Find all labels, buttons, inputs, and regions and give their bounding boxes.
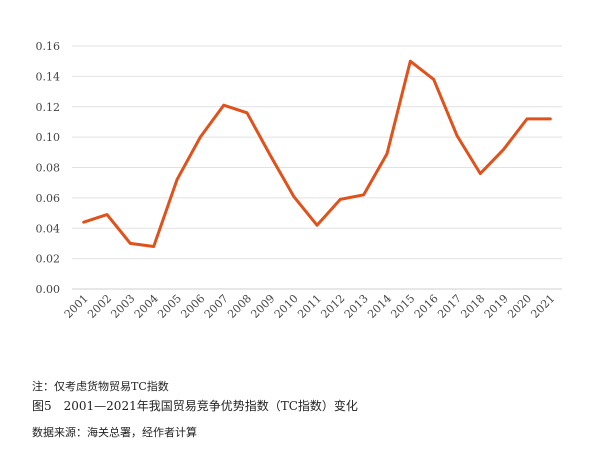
x-tick-label: 2007 xyxy=(202,292,231,321)
x-tick-label: 2005 xyxy=(155,292,184,321)
x-axis-ticks: 2001200220032004200520062007200820092010… xyxy=(62,292,558,321)
y-tick-label: 0.14 xyxy=(36,70,61,83)
x-tick-label: 2004 xyxy=(132,292,161,321)
x-tick-label: 2013 xyxy=(342,292,371,321)
x-tick-label: 2016 xyxy=(412,292,441,321)
x-tick-label: 2002 xyxy=(85,292,114,321)
y-tick-label: 0.12 xyxy=(36,101,61,114)
x-tick-label: 2003 xyxy=(108,292,137,321)
y-tick-label: 0.08 xyxy=(36,162,61,175)
x-tick-label: 2010 xyxy=(272,292,301,321)
series-lines xyxy=(82,59,552,248)
x-tick-label: 2021 xyxy=(528,292,557,321)
x-tick-label: 2018 xyxy=(458,292,487,321)
y-tick-label: 0.06 xyxy=(36,192,61,205)
x-tick-label: 2006 xyxy=(178,292,207,321)
x-tick-label: 2001 xyxy=(62,292,91,321)
y-tick-label: 0.00 xyxy=(36,283,61,296)
x-tick-label: 2014 xyxy=(365,292,394,321)
y-tick-label: 0.02 xyxy=(36,253,61,266)
x-tick-label: 2012 xyxy=(318,292,347,321)
x-tick-label: 2017 xyxy=(435,292,464,321)
x-tick-label: 2019 xyxy=(482,292,511,321)
y-tick-label: 0.10 xyxy=(36,131,61,144)
x-tick-label: 2015 xyxy=(388,292,417,321)
x-tick-label: 2011 xyxy=(295,292,324,321)
data-source: 数据来源：海关总署，经作者计算 xyxy=(32,426,197,439)
x-tick-label: 2008 xyxy=(225,292,254,321)
y-axis-ticks: 0.00 0.02 0.04 0.06 0.08 0.10 0.12 0.14 0.16 xyxy=(36,40,61,296)
chart-note: 注：仅考虑货物贸易TC指数 xyxy=(32,380,169,393)
gridlines xyxy=(72,45,562,290)
x-tick-label: 2020 xyxy=(505,292,534,321)
series-line xyxy=(82,59,552,248)
y-tick-label: 0.16 xyxy=(36,40,61,53)
figure-caption: 图5 2001—2021年我国贸易竞争优势指数（TC指数）变化 xyxy=(32,399,358,413)
line-chart: 0.00 0.02 0.04 0.06 0.08 0.10 0.12 0.14 0.16 200… xyxy=(36,40,562,321)
x-tick-label: 2009 xyxy=(248,292,277,321)
y-tick-label: 0.04 xyxy=(36,222,61,235)
